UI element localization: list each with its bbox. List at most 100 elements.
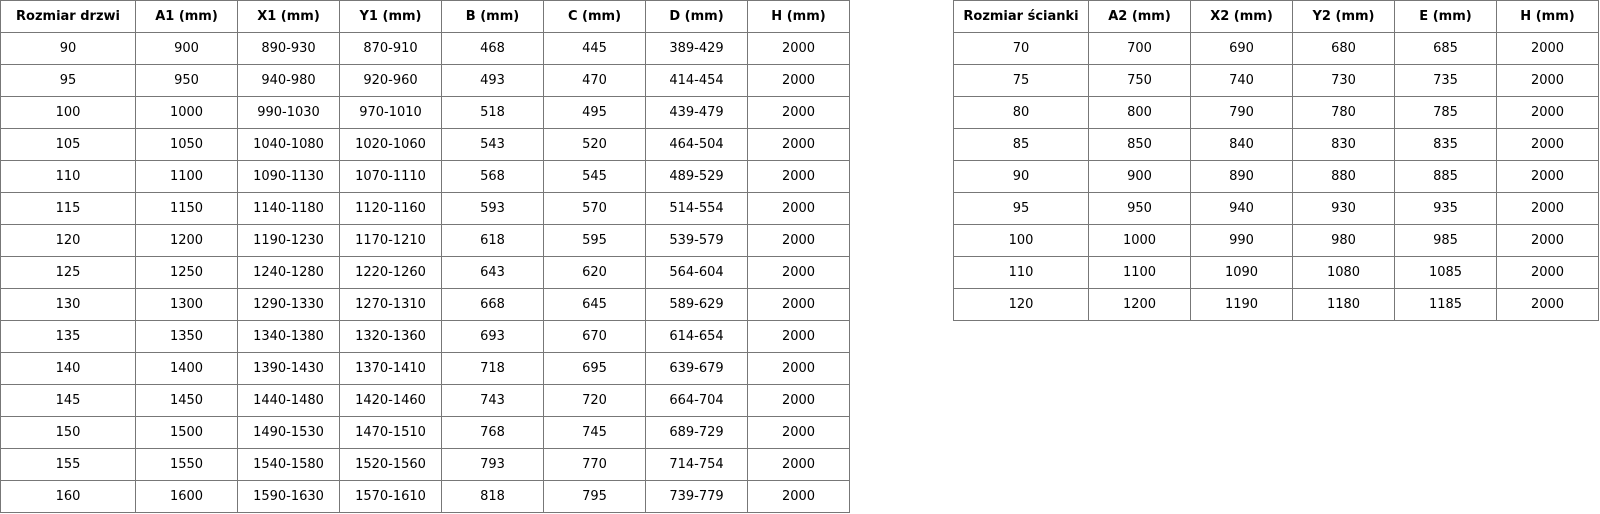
- table-cell: 1240-1280: [237, 256, 340, 289]
- table-cell: 690: [1190, 32, 1293, 65]
- table-cell: 1340-1380: [237, 320, 340, 353]
- table-cell: 1440-1480: [237, 384, 340, 417]
- table-cell: 105: [0, 128, 136, 161]
- column-header: Rozmiar ścianki: [953, 0, 1089, 33]
- table-row: 120 1200 1190-1230 1170-1210 618 595 539-579 20…: [0, 224, 850, 257]
- table-cell: 1400: [135, 352, 238, 385]
- table-cell: 2000: [1496, 96, 1599, 129]
- table-cell: 1450: [135, 384, 238, 417]
- table-cell: 718: [441, 352, 544, 385]
- table-row: 100 1000 990-1030 970-1010 518 495 439-479 2000: [0, 96, 850, 129]
- table-cell: 900: [1088, 160, 1191, 193]
- table-cell: 870-910: [339, 32, 442, 65]
- table-cell: 1200: [135, 224, 238, 257]
- table-cell: 2000: [747, 256, 850, 289]
- table-cell: 1190-1230: [237, 224, 340, 257]
- table-cell: 880: [1292, 160, 1395, 193]
- table-cell: 2000: [747, 128, 850, 161]
- table-cell: 1190: [1190, 288, 1293, 321]
- table-cell: 564-604: [645, 256, 748, 289]
- column-header: Y2 (mm): [1292, 0, 1395, 33]
- table-cell: 840: [1190, 128, 1293, 161]
- table-cell: 2000: [747, 160, 850, 193]
- table-cell: 900: [135, 32, 238, 65]
- table-cell: 795: [543, 480, 646, 513]
- table-cell: 689-729: [645, 416, 748, 449]
- table-cell: 720: [543, 384, 646, 417]
- table-cell: 468: [441, 32, 544, 65]
- table-cell: 2000: [1496, 32, 1599, 65]
- table-cell: 643: [441, 256, 544, 289]
- table-cell: 1370-1410: [339, 352, 442, 385]
- table-cell: 75: [953, 64, 1089, 97]
- table-cell: 1080: [1292, 256, 1395, 289]
- table-cell: 1090: [1190, 256, 1293, 289]
- column-header: B (mm): [441, 0, 544, 33]
- table-cell: 693: [441, 320, 544, 353]
- table-cell: 985: [1394, 224, 1497, 257]
- table-cell: 1120-1160: [339, 192, 442, 225]
- column-header: A1 (mm): [135, 0, 238, 33]
- table-cell: 593: [441, 192, 544, 225]
- table-cell: 818: [441, 480, 544, 513]
- table-cell: 1540-1580: [237, 448, 340, 481]
- table-row: 85 850 840 830 835 2000: [953, 128, 1599, 161]
- column-header: H (mm): [747, 0, 850, 33]
- table-cell: 514-554: [645, 192, 748, 225]
- table-row: 90 900 890-930 870-910 468 445 389-429 2000: [0, 32, 850, 65]
- table-cell: 1250: [135, 256, 238, 289]
- table-cell: 990: [1190, 224, 1293, 257]
- table-cell: 110: [0, 160, 136, 193]
- table-cell: 464-504: [645, 128, 748, 161]
- table-cell: 1550: [135, 448, 238, 481]
- table-cell: 2000: [747, 448, 850, 481]
- table-row: 95 950 940-980 920-960 493 470 414-454 2000: [0, 64, 850, 97]
- table-cell: 1270-1310: [339, 288, 442, 321]
- table-cell: 543: [441, 128, 544, 161]
- table-cell: 890: [1190, 160, 1293, 193]
- table-cell: 1150: [135, 192, 238, 225]
- table-cell: 1420-1460: [339, 384, 442, 417]
- table-cell: 990-1030: [237, 96, 340, 129]
- table-cell: 970-1010: [339, 96, 442, 129]
- table-row: 135 1350 1340-1380 1320-1360 693 670 614-654 20…: [0, 320, 850, 353]
- table-cell: 950: [1088, 192, 1191, 225]
- column-header: A2 (mm): [1088, 0, 1191, 33]
- table-cell: 100: [0, 96, 136, 129]
- table-cell: 1390-1430: [237, 352, 340, 385]
- table-cell: 793: [441, 448, 544, 481]
- table-row: 140 1400 1390-1430 1370-1410 718 695 639-679 20…: [0, 352, 850, 385]
- table-cell: 80: [953, 96, 1089, 129]
- table-cell: 750: [1088, 64, 1191, 97]
- table-row: 75 750 740 730 735 2000: [953, 64, 1599, 97]
- table-cell: 730: [1292, 64, 1395, 97]
- table-cell: 2000: [1496, 256, 1599, 289]
- table-cell: 800: [1088, 96, 1191, 129]
- table-cell: 1200: [1088, 288, 1191, 321]
- table-cell: 85: [953, 128, 1089, 161]
- table-cell: 145: [0, 384, 136, 417]
- table-cell: 2000: [747, 320, 850, 353]
- table-cell: 743: [441, 384, 544, 417]
- table-cell: 1470-1510: [339, 416, 442, 449]
- table-row: 80 800 790 780 785 2000: [953, 96, 1599, 129]
- table-cell: 115: [0, 192, 136, 225]
- table-row: 155 1550 1540-1580 1520-1560 793 770 714-754 20…: [0, 448, 850, 481]
- table-row: 150 1500 1490-1530 1470-1510 768 745 689-729 20…: [0, 416, 850, 449]
- table-cell: 1520-1560: [339, 448, 442, 481]
- table-cell: 639-679: [645, 352, 748, 385]
- table-cell: 735: [1394, 64, 1497, 97]
- table-cell: 785: [1394, 96, 1497, 129]
- table-cell: 389-429: [645, 32, 748, 65]
- table-cell: 90: [0, 32, 136, 65]
- table-cell: 668: [441, 288, 544, 321]
- table-cell: 160: [0, 480, 136, 513]
- table-cell: 768: [441, 416, 544, 449]
- table-cell: 695: [543, 352, 646, 385]
- table-row: 145 1450 1440-1480 1420-1460 743 720 664-704 20…: [0, 384, 850, 417]
- table-cell: 1185: [1394, 288, 1497, 321]
- table-cell: 1180: [1292, 288, 1395, 321]
- table-cell: 2000: [747, 96, 850, 129]
- table-cell: 1040-1080: [237, 128, 340, 161]
- table-cell: 920-960: [339, 64, 442, 97]
